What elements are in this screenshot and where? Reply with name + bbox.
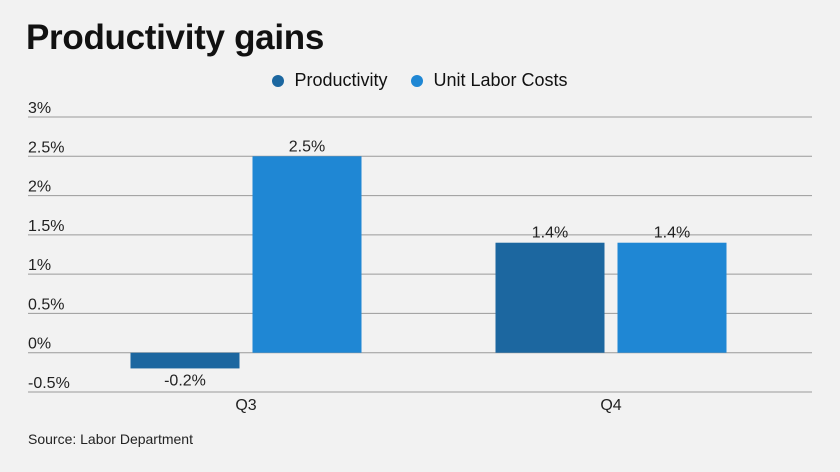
legend-item-productivity: Productivity: [272, 70, 387, 91]
data-label: 2.5%: [289, 138, 325, 155]
y-tick-label: -0.5%: [28, 375, 70, 392]
legend-swatch-unit-labor-costs: [411, 74, 424, 87]
chart-title: Productivity gains: [26, 18, 324, 57]
x-category-label: Q4: [600, 397, 621, 414]
data-label: 1.4%: [654, 225, 690, 242]
data-label: 1.4%: [532, 225, 568, 242]
legend-label-unit-labor-costs: Unit Labor Costs: [433, 70, 568, 90]
bar-productivity-q4: [495, 242, 605, 353]
bar-productivity-q3: [130, 352, 240, 369]
y-tick-label: 0.5%: [28, 296, 64, 313]
legend-swatch-productivity: [272, 74, 285, 87]
bar-unit-labor-costs-q4: [617, 242, 727, 353]
y-tick-label: 1.5%: [28, 218, 64, 235]
y-tick-label: 2%: [28, 179, 51, 196]
bar-unit-labor-costs-q3: [252, 156, 362, 353]
x-category-label: Q3: [235, 397, 256, 414]
y-tick-label: 2.5%: [28, 139, 64, 156]
y-tick-label: 1%: [28, 257, 51, 274]
legend-label-productivity: Productivity: [294, 70, 388, 90]
y-tick-label: 3%: [28, 100, 51, 117]
y-tick-label: 0%: [28, 336, 51, 353]
data-label: -0.2%: [164, 372, 206, 389]
source-note: Source: Labor Department: [28, 431, 193, 447]
legend-item-unit-labor-costs: Unit Labor Costs: [411, 70, 568, 91]
legend: Productivity Unit Labor Costs: [0, 70, 840, 91]
